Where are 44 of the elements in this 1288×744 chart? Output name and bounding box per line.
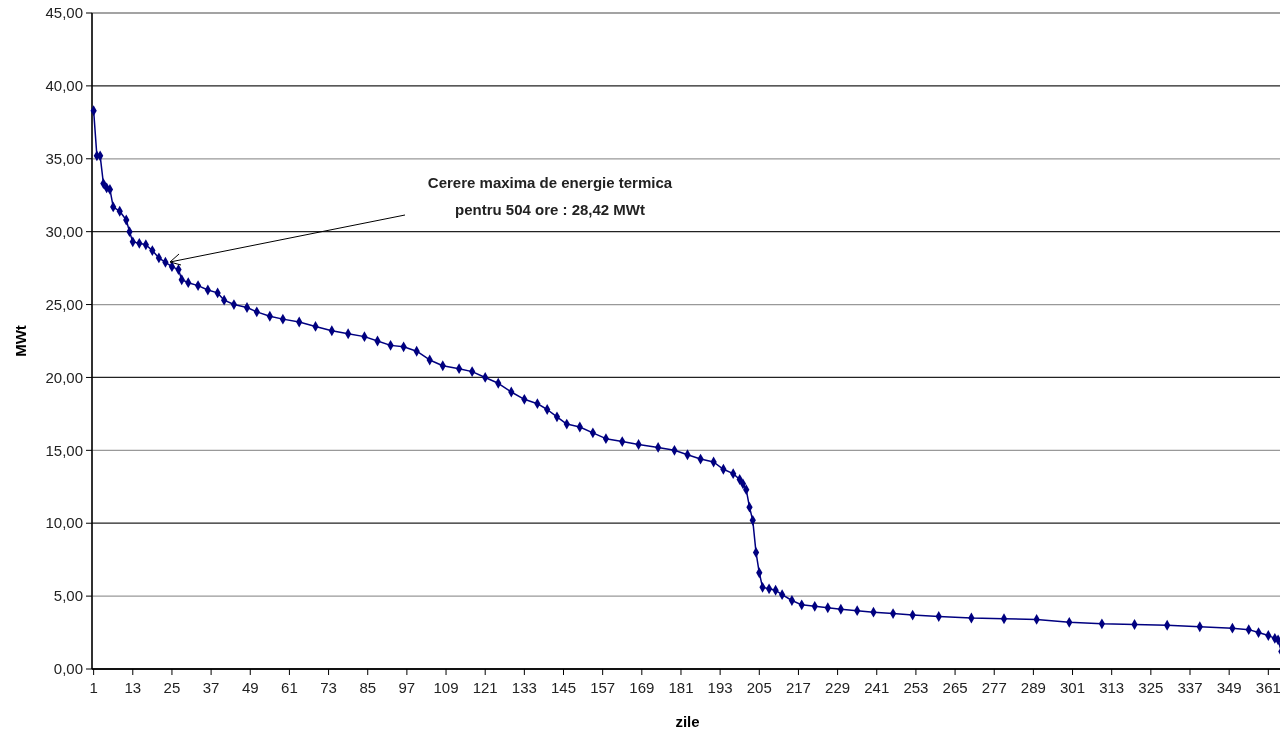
x-tick-label: 241 bbox=[864, 679, 890, 696]
x-tick-label: 349 bbox=[1216, 679, 1242, 696]
x-tick-label: 13 bbox=[124, 679, 142, 696]
y-tick-label: 30,00 bbox=[45, 222, 83, 240]
x-tick-label: 145 bbox=[550, 679, 577, 696]
x-tick-label: 265 bbox=[942, 679, 968, 696]
x-tick-label: 313 bbox=[1099, 679, 1125, 696]
x-tick-label: 25 bbox=[163, 679, 181, 696]
x-tick-label: 157 bbox=[590, 679, 616, 696]
y-tick-label: 0,00 bbox=[53, 660, 83, 678]
x-tick-label: 61 bbox=[281, 679, 298, 696]
y-tick-label: 10,00 bbox=[45, 514, 83, 532]
x-tick-label: 169 bbox=[629, 679, 655, 696]
annotation: Cerere maxima de energie termica pentru 504 ore : 28,42 MWt bbox=[427, 174, 673, 218]
x-axis-title: zile bbox=[675, 713, 700, 730]
y-tick-label: 45,00 bbox=[45, 4, 83, 22]
y-tick-label: 35,00 bbox=[45, 150, 83, 168]
x-tick-label: 37 bbox=[202, 679, 220, 696]
y-tick-label: 15,00 bbox=[45, 441, 83, 459]
y-tick-label: 25,00 bbox=[45, 295, 83, 313]
x-tick-label: 181 bbox=[668, 679, 694, 696]
y-tick-label: 5,00 bbox=[53, 587, 83, 605]
x-tick-label: 193 bbox=[707, 679, 733, 696]
x-tick-label: 73 bbox=[320, 679, 337, 696]
x-tick-label: 49 bbox=[241, 679, 259, 696]
y-tick-label: 40,00 bbox=[45, 77, 83, 95]
x-tick-label: 325 bbox=[1138, 679, 1164, 696]
x-tick-label: 361 bbox=[1255, 679, 1281, 696]
x-tick-label: 253 bbox=[903, 679, 929, 696]
x-tick-label: 97 bbox=[398, 679, 416, 696]
x-tick-label: 277 bbox=[981, 679, 1007, 696]
y-axis-title: MWt bbox=[12, 325, 29, 357]
x-tick-label: 229 bbox=[825, 679, 851, 696]
x-tick-label: 217 bbox=[785, 679, 811, 696]
x-tick-label: 301 bbox=[1060, 679, 1086, 696]
y-tick-label: 20,00 bbox=[45, 368, 83, 386]
x-tick-label: 337 bbox=[1177, 679, 1203, 696]
x-tick-label: 109 bbox=[433, 679, 459, 696]
x-tick-label: 85 bbox=[359, 679, 377, 696]
x-tick-label: 205 bbox=[746, 679, 772, 696]
x-tick-label: 289 bbox=[1020, 679, 1046, 696]
x-tick-label: 121 bbox=[472, 679, 498, 696]
x-tick-label: 133 bbox=[511, 679, 537, 696]
x-tick-label: 1 bbox=[89, 679, 98, 696]
